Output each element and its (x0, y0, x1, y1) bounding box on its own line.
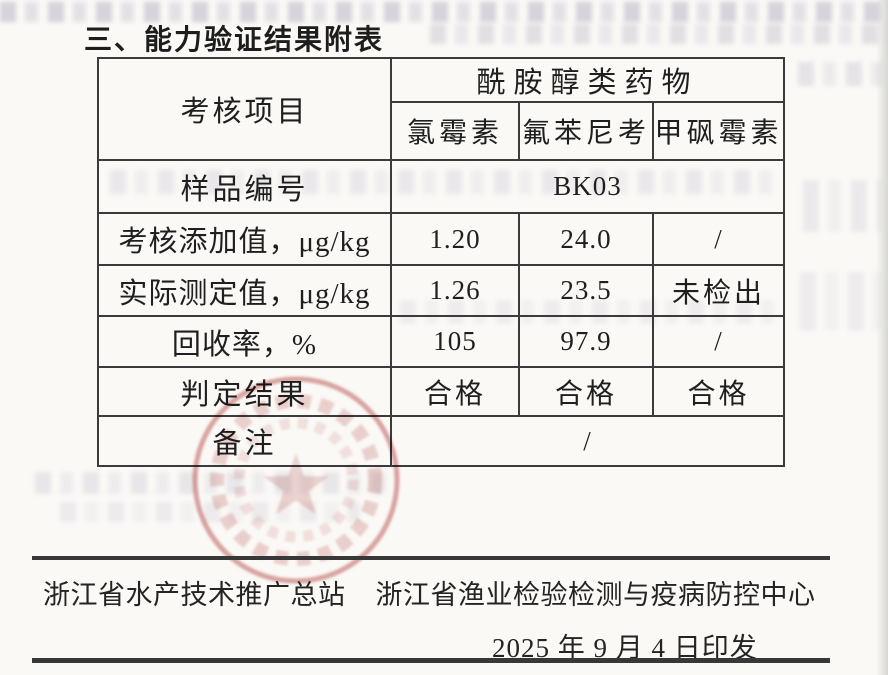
row-label: 判定结果 (97, 366, 392, 417)
row-label: 回收率，% (97, 315, 392, 368)
scan-edge-shadow (876, 0, 888, 675)
table-row-sample-id: 样品编号 BK03 (97, 159, 785, 214)
cell-value: 105 (390, 315, 520, 368)
bleed-artifact-below-table (35, 472, 385, 494)
cell-value: 合格 (518, 366, 654, 417)
bleed-artifact-right-margin (798, 62, 882, 86)
column-header-florfenicol: 氟苯尼考 (518, 101, 654, 161)
corner-header-cell: 考核项目 (97, 57, 392, 161)
cell-value: 97.9 (518, 315, 654, 368)
org-name-2: 浙江省渔业检验检测与疫病防控中心 (375, 580, 816, 610)
table-row-recovery: 回收率，% 105 97.9 / (97, 315, 785, 368)
cell-value: 合格 (652, 366, 785, 417)
row-label: 考核添加值，μg/kg (97, 212, 392, 266)
cell-value: 未检出 (652, 264, 785, 317)
table-row-judgement: 判定结果 合格 合格 合格 (97, 366, 785, 417)
column-header-chloramphenicol: 氯霉素 (390, 101, 520, 161)
row-label: 样品编号 (97, 159, 392, 214)
group-header-cell: 酰胺醇类药物 (390, 57, 785, 103)
cell-value: 24.0 (518, 212, 654, 266)
footer-top-rule (32, 556, 830, 560)
bleed-artifact-right-margin-3 (800, 272, 880, 330)
table-row-measured-value: 实际测定值，μg/kg 1.26 23.5 未检出 (97, 264, 785, 317)
cell-value: / (652, 212, 785, 266)
bleed-artifact-top-band-2 (430, 24, 888, 44)
table-row-spiked-value: 考核添加值，μg/kg 1.20 24.0 / (97, 212, 785, 266)
cell-value: / (652, 315, 785, 368)
cell-value: 合格 (390, 366, 520, 417)
remarks-value: / (390, 415, 785, 467)
row-label: 备注 (97, 415, 392, 467)
cell-value: 1.20 (390, 212, 520, 266)
table-row-remarks: 备注 / (97, 415, 785, 467)
bleed-artifact-below-table-2 (60, 502, 360, 522)
column-header-thiamphenicol: 甲砜霉素 (652, 101, 785, 161)
cell-value: 1.26 (390, 264, 520, 317)
bleed-artifact-right-margin-2 (803, 180, 881, 232)
sample-id-value: BK03 (390, 159, 785, 214)
footer-issuing-orgs: 浙江省水产技术推广总站 浙江省渔业检验检测与疫病防控中心 (43, 573, 816, 612)
cell-value: 23.5 (518, 264, 654, 317)
page-title: 三、能力验证结果附表 (84, 24, 385, 55)
results-table: 考核项目 酰胺醇类药物 氯霉素 氟苯尼考 甲砜霉素 样品编号 BK03 考核添加… (97, 57, 785, 467)
row-label: 实际测定值，μg/kg (97, 264, 392, 317)
org-name-1: 浙江省水产技术推广总站 (43, 580, 346, 610)
footer-bottom-rule (32, 658, 830, 663)
